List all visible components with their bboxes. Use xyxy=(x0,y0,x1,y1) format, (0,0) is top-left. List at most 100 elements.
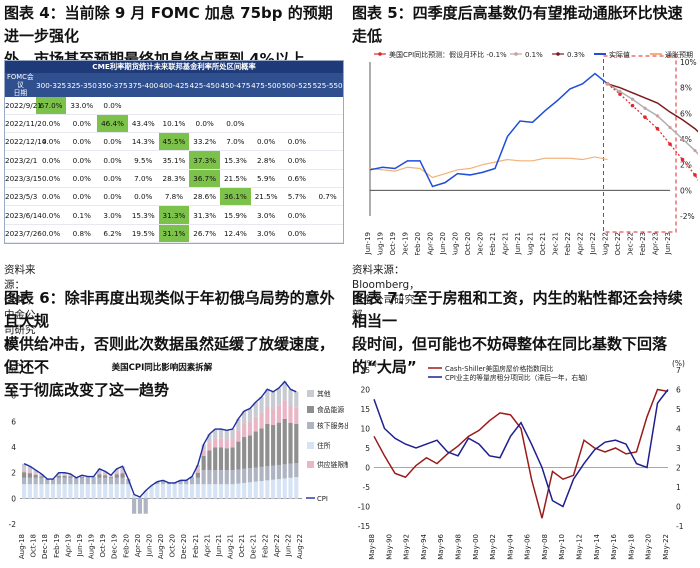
fig6-bar-services xyxy=(178,480,183,485)
fig6-bar-supply-chain xyxy=(120,471,125,474)
fig6-bar-other xyxy=(207,434,212,443)
fig6-bar-supply-chain xyxy=(207,442,212,451)
fig6-legend-swatch xyxy=(307,461,314,468)
fig6-bar-other xyxy=(103,471,108,475)
cme-prob-cell: 19.5% xyxy=(127,224,159,244)
cme-prob-cell: 37.3% xyxy=(189,150,221,170)
fig6-bar-shelter xyxy=(50,484,56,499)
fig6-legend-label: 核下服务出行 xyxy=(317,421,348,430)
fig6-bar-shelter xyxy=(218,484,224,499)
fig6-bar-other xyxy=(22,463,27,470)
fig6-bar-supply-chain xyxy=(224,439,229,449)
fig6-legend-swatch xyxy=(307,442,314,449)
fig5-minus-0-1pct-point xyxy=(668,142,672,146)
fig6-bar-shelter xyxy=(247,482,253,499)
fig7-y-tick-left: -10 xyxy=(358,503,370,512)
fig7-y-tick-right: 2 xyxy=(676,464,681,473)
fig6-bar-shelter xyxy=(189,484,195,499)
fig7-x-tick-label: May-08 xyxy=(541,534,549,560)
cme-prob-cell: 21.5% xyxy=(250,187,282,207)
fig6-x-tick-label: Jun-22 xyxy=(284,534,292,557)
cme-date-cell: 2023/3/15 xyxy=(5,169,42,189)
fig6-bar-other xyxy=(97,468,102,473)
cme-prob-cell xyxy=(312,224,343,244)
cme-prob-cell: 0.0% xyxy=(281,205,313,225)
fig6-bar-food-energy xyxy=(271,425,276,466)
fig6-x-tick-label: Oct-18 xyxy=(30,534,38,558)
fig6-bar-supply-chain xyxy=(236,430,241,442)
cme-prob-cell: 0.0% xyxy=(97,150,128,170)
cme-date-cell: 2022/9/21 xyxy=(5,97,42,115)
fig6-bar-services xyxy=(120,477,125,485)
cme-prob-cell xyxy=(312,169,343,189)
fig6-bar-shelter xyxy=(39,484,44,499)
cme-prob-cell: 0.0% xyxy=(220,114,251,134)
fig5-minus-0-1pct-point xyxy=(630,103,635,108)
cme-prob-cell: 31.1% xyxy=(158,224,190,244)
fig6-bar-other xyxy=(218,429,224,439)
fig5-legend-label: 0.1% xyxy=(525,51,543,59)
fig6-bar-other xyxy=(195,464,200,469)
cme-prob-cell xyxy=(312,150,343,170)
fig7-y-tick-left: 5 xyxy=(365,444,370,453)
fig6-bar-shelter xyxy=(242,482,247,499)
fig6-bar-food-energy xyxy=(195,472,200,478)
cme-column-header: 375-400 xyxy=(127,73,159,97)
fig6-bar-food-energy xyxy=(68,476,73,478)
fig6-bar-food-energy xyxy=(259,428,264,467)
cme-prob-cell: 14.3% xyxy=(127,132,159,152)
fig6-bar-services xyxy=(56,477,61,485)
fig6-bar-negative xyxy=(132,498,137,514)
fig6-bar-food-energy xyxy=(39,476,44,478)
fig5-legend-label: 0.3% xyxy=(567,51,585,59)
fig6-bar-services xyxy=(79,477,85,485)
fig6-bar-services xyxy=(27,477,32,485)
fig6-bar-services xyxy=(224,470,229,485)
fig6-bar-shelter xyxy=(149,485,154,499)
cme-column-header: 525-550 xyxy=(312,73,343,97)
cme-prob-cell: 28.6% xyxy=(189,187,221,207)
fig5-legend-label: 通胀预期 xyxy=(665,50,693,59)
cme-prob-cell: 0.0% xyxy=(35,169,67,189)
fig6-bar-shelter xyxy=(253,481,258,499)
cme-prob-cell: 31.3% xyxy=(158,205,190,225)
fig6-bar-services xyxy=(68,477,73,485)
fig6-bar-supply-chain xyxy=(271,408,276,426)
fig6-bar-food-energy xyxy=(108,476,114,478)
table-row: 2023/2/1 0.0% 0.0% 0.0% 9.5% 35.1% 37.3% 15.3% 2… xyxy=(5,150,343,170)
cme-prob-cell: 28.3% xyxy=(158,169,190,189)
fig6-bar-supply-chain xyxy=(288,405,293,423)
fig6-bar-shelter xyxy=(172,484,177,499)
fig5-x-tick-label: Apr-21 xyxy=(502,232,510,255)
cme-prob-cell: 12.4% xyxy=(220,224,251,244)
fig6-bar-other xyxy=(56,472,61,475)
fig6-bar-supply-chain xyxy=(195,468,200,473)
fig6-x-tick-label: Apr-21 xyxy=(203,534,211,557)
fig6-bar-services xyxy=(97,477,102,485)
fig6-x-tick-label: Aug-21 xyxy=(227,534,235,559)
fig6-bar-shelter xyxy=(56,484,61,499)
fig7-y-tick-right: 3 xyxy=(676,444,681,453)
cme-prob-cell: 36.1% xyxy=(220,187,251,207)
fig6-x-tick-label: Oct-20 xyxy=(169,534,177,558)
fig5-title: 图表 5：四季度后高基数仍有望推动通胀环比快速走低 xyxy=(352,2,697,48)
fig6-bar-other xyxy=(259,396,264,413)
fig6-bar-services xyxy=(39,477,44,485)
cme-prob-cell: 0.0% xyxy=(97,132,128,152)
fig6-bar-shelter xyxy=(74,484,79,499)
cme-prob-cell: 35.1% xyxy=(158,150,190,170)
fig7-x-tick-label: May-98 xyxy=(454,534,462,560)
cme-prob-cell: 43.4% xyxy=(127,114,159,134)
fig6-bar-food-energy xyxy=(247,435,253,469)
fig5-line-chart: -2% 0% 2% 4% 6% 8% 10% Jun-19 Aug-19 Oct-19 Dec-19… xyxy=(364,50,698,255)
fig6-x-tick-label: Jun-20 xyxy=(145,534,153,557)
cme-prob-cell xyxy=(127,97,159,115)
cme-date-cell: 2022/12/14 xyxy=(5,132,46,152)
fig6-title-line2: 模供给冲击，否则此次数据虽然延缓了放缓速度，但还不 xyxy=(4,335,335,376)
fig6-bar-other xyxy=(120,466,125,472)
fig6-bar-food-energy xyxy=(85,477,90,478)
fig6-bar-food-energy xyxy=(288,422,293,464)
cme-prob-cell: 7.8% xyxy=(158,187,190,207)
fig6-y-tick-label: 4 xyxy=(11,443,16,452)
fig6-bar-shelter xyxy=(259,481,264,499)
